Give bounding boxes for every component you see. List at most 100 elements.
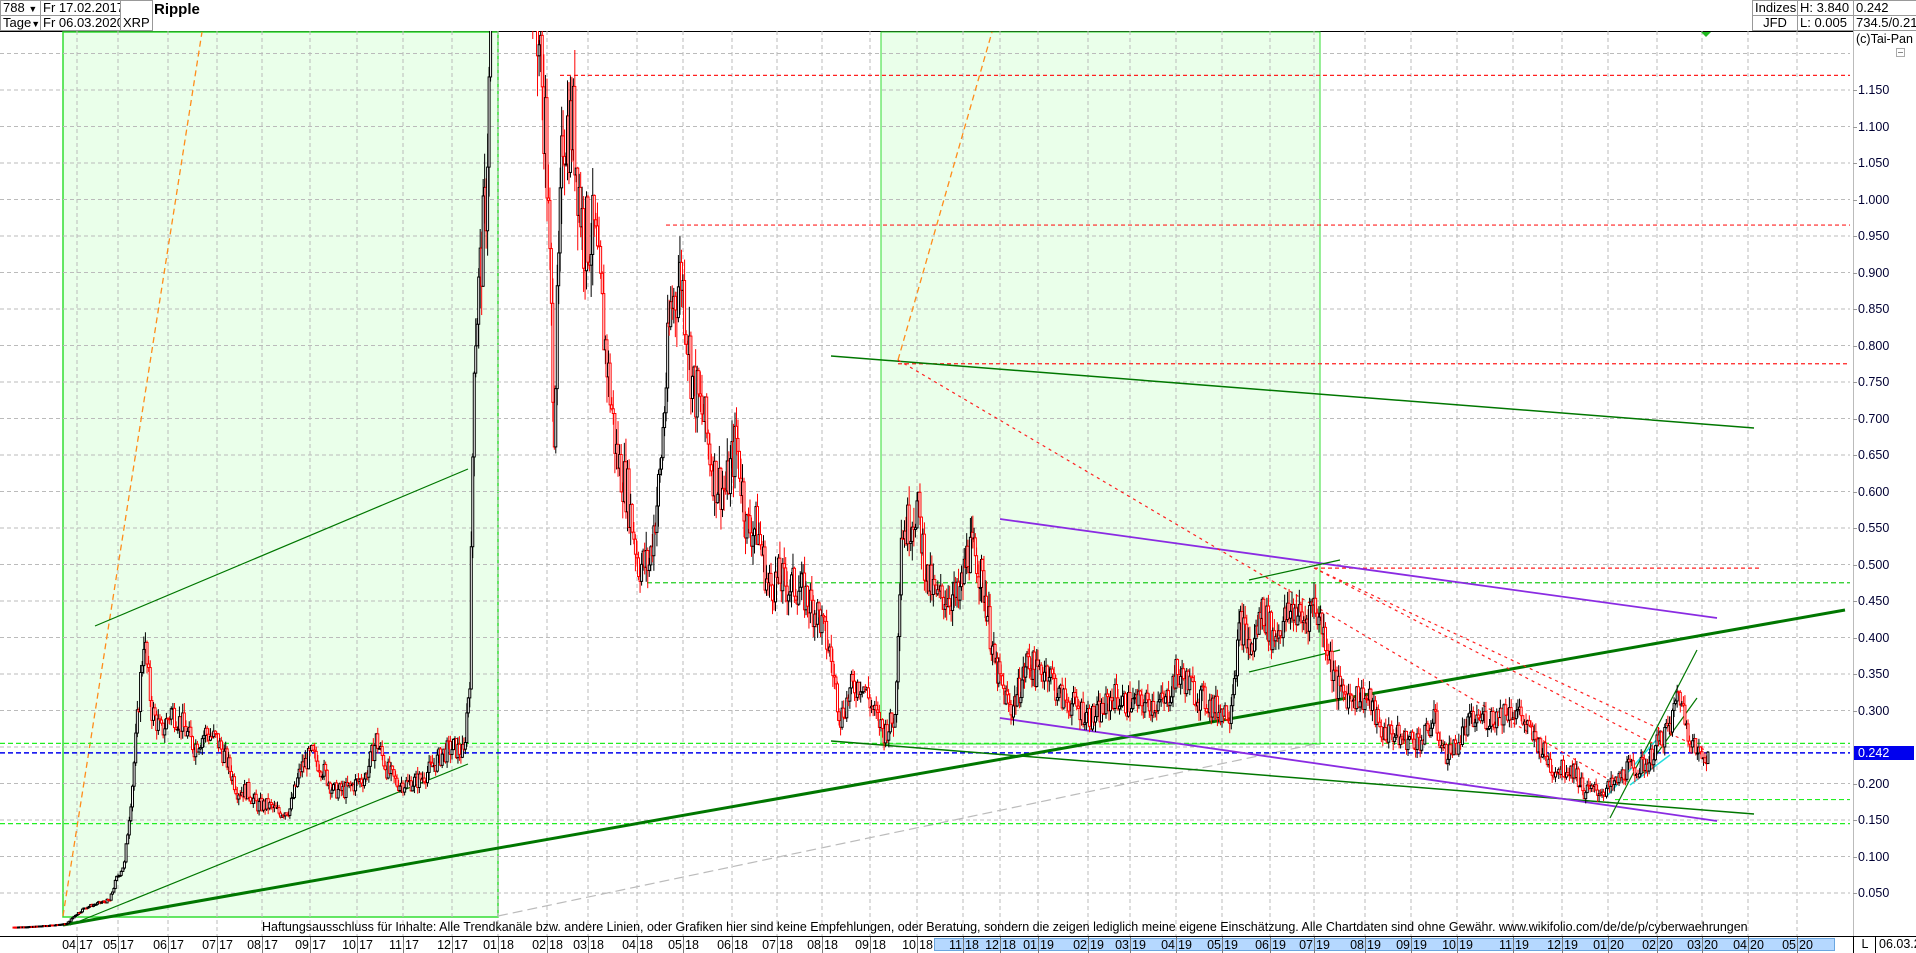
candle-down [205, 727, 209, 735]
candle-down [324, 763, 328, 771]
candle-down [1631, 760, 1635, 769]
candle-up [1663, 726, 1667, 748]
candle-down [595, 225, 599, 247]
candle-up [895, 681, 899, 716]
candle-up [1457, 742, 1461, 755]
y-tick-label: 0.050 [1858, 886, 1890, 900]
x-tick-year: 19 [1224, 938, 1238, 952]
y-tick-mark [1853, 637, 1857, 639]
candle-up [899, 537, 903, 596]
scale-mode-button[interactable]: L [1853, 937, 1876, 953]
x-tick-year: 18 [965, 938, 979, 952]
y-tick-label: 0.750 [1858, 375, 1890, 389]
candle-down [602, 293, 606, 351]
date-to-field[interactable]: Fr 06.03.2020 [40, 15, 124, 31]
x-tick-month: 03 [1687, 938, 1701, 952]
candle-down [1521, 715, 1525, 725]
candle-up [1430, 722, 1434, 729]
period-select[interactable]: Tage▼ [0, 15, 41, 31]
y-tick-mark [1853, 783, 1857, 785]
x-tick-year: 18 [919, 938, 933, 952]
candle-down [1544, 742, 1548, 758]
candle-down [549, 248, 553, 304]
candle-down [1384, 727, 1388, 741]
candle-up [1612, 780, 1616, 786]
candle-up [664, 387, 668, 414]
bar-count-select[interactable]: 788 ▼ [0, 0, 41, 16]
candle-down [637, 557, 641, 578]
candle-down [599, 246, 603, 274]
candle-up [1460, 726, 1464, 745]
candle-up [728, 458, 732, 495]
x-tick-mark [217, 937, 218, 953]
candle-up [1170, 696, 1174, 703]
candle-down [1032, 651, 1036, 670]
candle-down [1438, 739, 1442, 749]
time-axis-highlight [934, 938, 1835, 951]
x-tick-mark [498, 937, 499, 953]
candle-down [1338, 675, 1342, 687]
candle-down [1176, 659, 1180, 675]
candle-down [1325, 650, 1329, 656]
candle-up [1231, 694, 1235, 707]
collapse-icon[interactable] [1896, 48, 1905, 57]
candle-down [922, 533, 926, 581]
x-tick-year: 18 [590, 938, 604, 952]
candle-down [317, 770, 321, 773]
candle-down [948, 598, 952, 607]
candle-up [1234, 675, 1238, 680]
candle-up [845, 697, 849, 719]
candle-up [1672, 702, 1676, 712]
candle-up [404, 780, 408, 789]
candle-down [234, 789, 238, 795]
candle-down [1343, 691, 1347, 695]
candle-down [1147, 699, 1151, 712]
candle-down [1509, 707, 1513, 720]
candle-down [805, 585, 809, 607]
candle-down [1009, 704, 1013, 716]
low-value: L: 0.005 [1797, 15, 1854, 31]
x-tick-mark [1222, 937, 1223, 953]
y-tick-mark [1853, 564, 1857, 566]
candle-up [487, 76, 491, 168]
candle-down [419, 773, 423, 780]
candle-up [1237, 622, 1241, 641]
candle-up [1232, 678, 1236, 696]
candle-down [748, 515, 752, 534]
candle-up [1691, 740, 1695, 748]
candle-up [368, 751, 372, 767]
candle-up [1653, 745, 1657, 761]
candle-down [536, 31, 540, 57]
candle-up [251, 797, 255, 805]
x-tick-year: 17 [312, 938, 326, 952]
time-axis[interactable]: 04 17 05 17 06 17 07 17 08 17 09 17 10 17 11 17 12 17 01 18… [0, 936, 1916, 953]
date-from-field[interactable]: Fr 17.02.2017 [40, 0, 124, 16]
price-chart[interactable] [0, 31, 1853, 936]
x-tick-mark [1130, 937, 1131, 953]
candle-down [1039, 664, 1043, 675]
candle-down [831, 660, 835, 677]
candle-down [868, 697, 872, 709]
candle-down [1320, 612, 1324, 635]
x-tick-mark [1657, 937, 1658, 953]
candle-up [169, 708, 173, 720]
candle-down [735, 425, 738, 439]
candle-up [1084, 711, 1088, 724]
y-tick-label: 0.450 [1858, 594, 1890, 608]
x-tick-mark [1088, 937, 1089, 953]
candle-down [383, 765, 387, 771]
candle-down [551, 302, 555, 403]
y-tick-label: 0.300 [1858, 703, 1890, 718]
candle-down [890, 712, 894, 724]
candle-down [630, 504, 634, 533]
candle-down [683, 280, 687, 336]
candle-down [274, 805, 278, 809]
candle-up [471, 456, 475, 548]
candle-down [706, 432, 710, 445]
y-tick-label: 0.950 [1858, 229, 1890, 243]
candle-down [248, 796, 252, 802]
x-tick-month: 07 [202, 938, 216, 952]
y-tick-mark [1853, 856, 1857, 858]
x-tick-mark [547, 937, 548, 953]
price-axis[interactable]: (c)Tai-Pan 0.050 0.100 0.150 0.200 0.300 0.35… [1853, 31, 1916, 936]
